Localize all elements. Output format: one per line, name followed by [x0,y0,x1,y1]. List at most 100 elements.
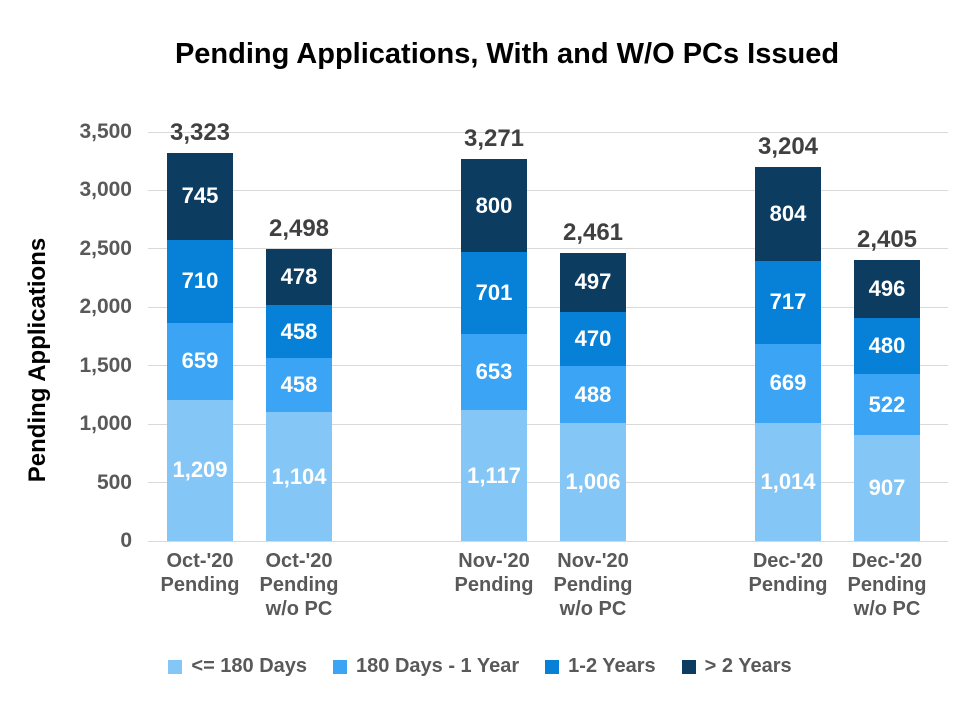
segment-value-label: 458 [280,318,318,344]
segment-value-label: 669 [769,370,807,396]
legend-item: 1-2 Years [545,655,656,678]
bar-segment: 669 [755,344,821,423]
bar-segment: 497 [560,253,626,312]
segment-value-label: 800 [475,192,513,218]
x-axis-category-label-line: Oct-'20 [265,550,333,572]
bar-segment: 701 [461,252,527,335]
bar-segment: 659 [167,322,233,400]
x-axis-category-label-line: Pending [847,574,927,596]
segment-value-label: 653 [475,359,513,385]
x-axis-category-label-line: Dec-'20 [851,550,923,572]
segment-value-label: 1,014 [760,468,816,494]
bar-segment: 800 [461,158,527,253]
x-axis-category-label-line: w/o PC [265,598,333,620]
bar-segment: 1,209 [167,399,233,541]
y-tick-label: 0 [120,529,132,552]
bar-segment: 478 [266,249,332,305]
plot-area: 1,209 659 710 745 3,323 1,104 458 458 478 2,498 1,… [148,119,948,542]
y-tick-label: 1,000 [79,412,132,436]
x-axis-category-label: Nov-'20 Pending [424,549,564,597]
segment-value-label: 745 [181,183,219,209]
legend-label: 1-2 Years [568,655,656,677]
y-tick-label: 1,500 [79,353,132,377]
x-axis-category-label-line: Pending [553,574,633,596]
bar-segment: 470 [560,311,626,367]
segment-value-label: 701 [475,280,513,306]
x-axis-category-label: Nov-'20 Pending w/o PC [523,549,663,621]
x-axis-category-label-line: Oct-'20 [166,550,234,572]
bar-segment: 1,117 [461,410,527,541]
bar-segment: 458 [266,358,332,412]
x-axis-category-label: Oct-'20 Pending [130,549,270,597]
segment-value-label: 1,006 [565,469,621,495]
gridline [148,482,948,484]
bar-segment: 710 [167,239,233,323]
bar-segment: 496 [854,259,920,318]
segment-value-label: 458 [280,372,318,398]
legend-swatch-icon [168,659,183,674]
y-tick-label: 2,500 [79,236,132,260]
gridline [148,248,948,250]
legend-swatch-icon [545,659,560,674]
bar-segment: 480 [854,317,920,375]
x-axis-category-label-line: Pending [259,574,339,596]
segment-value-label: 1,209 [172,457,228,483]
bar-total-label: 2,498 [268,215,330,243]
x-axis-category-label-line: Nov-'20 [557,550,629,572]
legend-swatch-icon [681,659,696,674]
bar-segment: 653 [461,334,527,411]
x-axis-category-label-line: Nov-'20 [458,550,530,572]
legend-label: > 2 Years [704,655,792,677]
bar-segment: 522 [854,374,920,436]
bar-total-label: 3,271 [463,124,525,152]
segment-value-label: 1,117 [467,462,521,488]
x-axis-category-label-line: Pending [160,574,240,596]
segment-value-label: 480 [868,332,906,358]
segment-value-label: 804 [769,200,807,226]
x-axis-category-label-line: Pending [454,574,534,596]
x-axis-category-label: Dec-'20 Pending [718,549,858,597]
x-axis-category-label: Dec-'20 Pending w/o PC [817,549,957,621]
bar-total-label: 3,204 [757,132,819,160]
legend: <= 180 Days 180 Days - 1 Year 1-2 Years > 2… [0,655,960,678]
gridline [148,306,948,308]
segment-value-label: 478 [280,264,318,290]
bar-segment: 458 [266,304,332,359]
bar-segment: 1,104 [266,412,332,541]
gridline [148,365,948,367]
bar-segment: 804 [755,166,821,261]
segment-value-label: 1,104 [271,463,327,489]
gridline [148,540,948,542]
y-tick-label: 500 [96,470,132,494]
bar-total-label: 2,461 [562,219,624,247]
bar-segment: 907 [854,435,920,541]
bar-segment: 745 [167,152,233,240]
bar-segment: 1,006 [560,423,626,541]
segment-value-label: 496 [868,275,906,301]
x-axis-category-label-line: Dec-'20 [752,550,824,572]
x-axis-category-label-line: Pending [748,574,828,596]
bar-segment: 717 [755,260,821,345]
legend-swatch-icon [333,659,348,674]
segment-value-label: 470 [574,325,612,351]
bar-total-label: 3,323 [169,118,231,146]
gridline [148,189,948,191]
chart-title: Pending Applications, With and W/O PCs I… [174,38,840,70]
y-tick-label: 3,500 [79,120,132,143]
segment-value-label: 488 [574,381,612,407]
legend-item: > 2 Years [681,655,792,678]
legend-label: <= 180 Days [191,655,308,677]
legend-item: <= 180 Days [168,655,307,678]
segment-value-label: 907 [868,475,906,500]
segment-value-label: 497 [574,269,612,295]
x-axis-category-label-line: w/o PC [853,598,921,620]
segment-value-label: 522 [868,391,906,417]
y-tick-label: 3,000 [79,178,132,202]
gridline [148,423,948,425]
legend-label: 180 Days - 1 Year [356,655,520,677]
y-tick-label: 2,000 [79,295,132,319]
segment-value-label: 717 [769,289,807,315]
legend-item: 180 Days - 1 Year [333,655,519,678]
x-axis-category-label-line: w/o PC [559,598,627,620]
